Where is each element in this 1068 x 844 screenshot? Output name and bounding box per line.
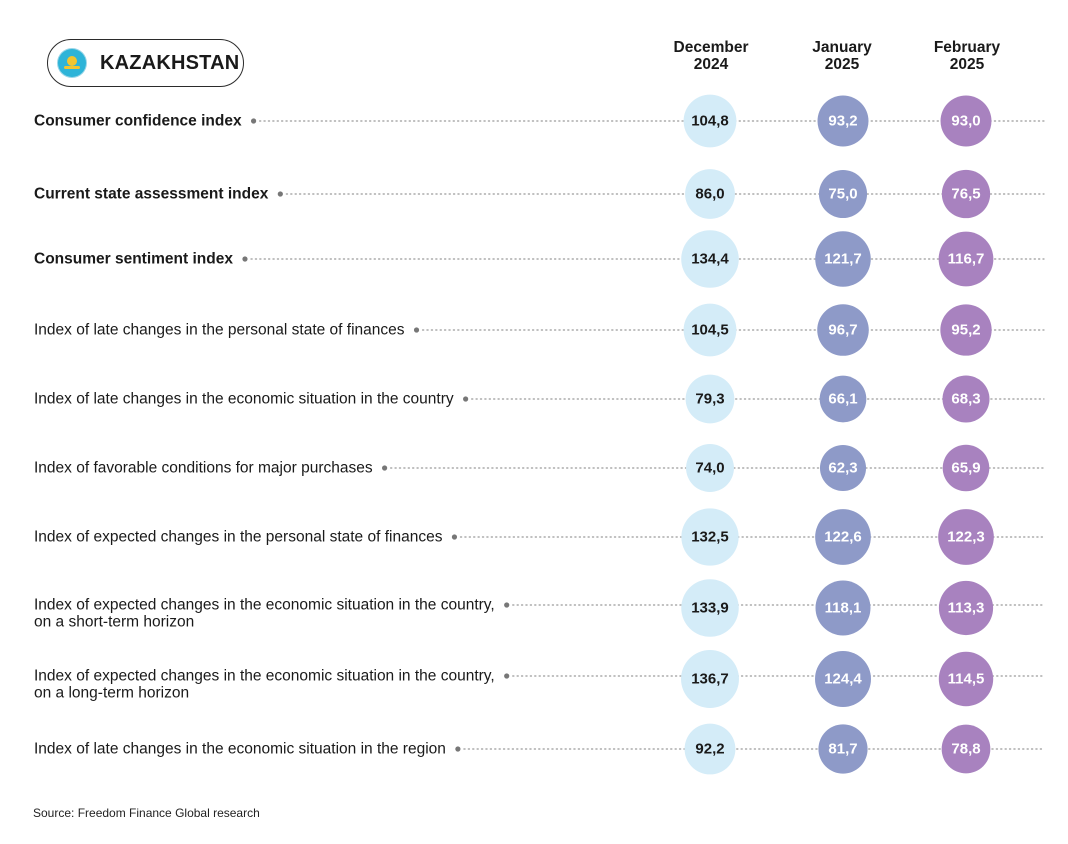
country-badge: KAZAKHSTAN — [47, 39, 244, 87]
value-label: 118,1 — [825, 600, 862, 617]
value-bubble — [938, 651, 994, 707]
value-label: 114,5 — [948, 671, 985, 688]
value-label: 68,3 — [951, 391, 980, 408]
value-label: 93,2 — [828, 113, 857, 130]
column-header-february-2025: February 2025 — [933, 39, 1001, 73]
table-row: Consumer sentiment index 134,4 121,7 116,7 — [34, 230, 1045, 288]
value-label: 76,5 — [951, 186, 980, 203]
table-row: Index of expected changes in the economi… — [34, 579, 1045, 637]
row-marker-dot — [463, 396, 469, 402]
value-bubble — [685, 374, 735, 424]
value-label: 81,7 — [828, 741, 857, 758]
table-row: Index of expected changes in the economi… — [34, 650, 1045, 708]
value-bubble — [681, 650, 739, 708]
table-row: Index of late changes in the economic si… — [34, 723, 1045, 775]
value-bubble — [940, 95, 992, 147]
row-marker-dot — [455, 746, 461, 752]
value-bubble — [681, 508, 739, 566]
row-marker-dot — [250, 118, 257, 124]
table-row: Index of favorable conditions for major … — [34, 444, 1045, 492]
value-bubble — [815, 580, 871, 636]
table-row: Consumer confidence index 104,8 93,2 93,0 — [34, 94, 1045, 148]
value-label: 93,0 — [951, 113, 980, 130]
value-label: 62,3 — [828, 460, 857, 477]
row-label: Consumer confidence index — [34, 113, 242, 130]
row-marker-dot — [382, 465, 388, 471]
value-label: 79,3 — [695, 391, 724, 408]
value-label: 124,4 — [824, 671, 862, 688]
row-marker-dot — [504, 602, 510, 608]
kazakhstan-flag-icon — [58, 49, 86, 77]
value-label: 74,0 — [695, 460, 724, 477]
value-label: 122,3 — [947, 529, 985, 546]
table-row: Index of expected changes in the persona… — [34, 508, 1045, 566]
value-label: 92,2 — [695, 741, 724, 758]
row-label: Index of expected changes in the economi… — [34, 597, 495, 631]
row-label: Index of late changes in the economic si… — [34, 391, 454, 408]
table-row: Index of late changes in the personal st… — [34, 303, 1045, 357]
row-marker-dot — [277, 191, 283, 197]
value-label: 65,9 — [951, 460, 980, 477]
value-label: 134,4 — [691, 251, 729, 268]
value-bubble — [686, 444, 734, 492]
value-bubble — [818, 724, 868, 774]
value-label: 122,6 — [824, 529, 862, 546]
value-bubble — [938, 580, 994, 636]
column-header-january-2025: January 2025 — [812, 39, 872, 73]
value-bubble — [683, 94, 737, 148]
table-row: Index of late changes in the economic si… — [34, 374, 1045, 424]
source-note: Source: Freedom Finance Global research — [33, 806, 260, 820]
value-label: 75,0 — [828, 186, 857, 203]
row-marker-dot — [413, 327, 420, 333]
row-label: Index of expected changes in the persona… — [34, 529, 443, 546]
value-bubble — [681, 230, 739, 288]
value-bubble — [815, 651, 871, 707]
value-bubble — [684, 723, 736, 775]
value-label: 113,3 — [948, 600, 985, 617]
value-bubble — [817, 304, 869, 356]
row-label: Consumer sentiment index — [34, 251, 233, 268]
value-bubble — [685, 169, 735, 219]
row-label: Index of late changes in the economic si… — [34, 741, 446, 758]
value-label: 116,7 — [948, 251, 985, 268]
value-label: 66,1 — [828, 391, 857, 408]
value-bubble — [942, 444, 990, 492]
value-label: 78,8 — [951, 741, 980, 758]
value-label: 95,2 — [951, 322, 980, 339]
value-label: 133,9 — [691, 600, 729, 617]
row-label: Index of late changes in the personal st… — [34, 322, 405, 339]
value-bubble — [815, 231, 871, 287]
value-label: 96,7 — [828, 322, 857, 339]
value-label: 132,5 — [691, 529, 729, 546]
value-bubble — [683, 303, 737, 357]
value-label: 86,0 — [695, 186, 724, 203]
value-label: 121,7 — [824, 251, 862, 268]
value-bubble — [817, 95, 869, 147]
value-bubble — [938, 231, 994, 287]
value-label: 104,5 — [691, 322, 729, 339]
value-bubble — [815, 509, 871, 565]
value-bubble — [940, 304, 992, 356]
value-bubble — [938, 509, 994, 565]
table-row: Current state assessment index 86,0 75,0 76… — [34, 169, 1045, 219]
row-marker-dot — [451, 534, 458, 540]
value-bubble — [681, 579, 739, 637]
column-header-december-2024: December 2024 — [673, 39, 749, 73]
value-bubble — [818, 169, 868, 219]
value-bubble — [942, 375, 990, 423]
row-label: Index of expected changes in the economi… — [34, 668, 495, 702]
row-label: Current state assessment index — [34, 186, 269, 203]
country-title: KAZAKHSTAN — [100, 51, 240, 74]
value-bubble — [819, 375, 867, 423]
value-label: 104,8 — [691, 113, 729, 130]
value-bubble — [941, 724, 991, 774]
value-bubble — [941, 169, 991, 219]
value-label: 136,7 — [691, 671, 729, 688]
row-marker-dot — [504, 673, 510, 679]
row-label: Index of favorable conditions for major … — [34, 460, 373, 477]
value-bubble — [819, 444, 867, 492]
row-marker-dot — [242, 256, 248, 262]
